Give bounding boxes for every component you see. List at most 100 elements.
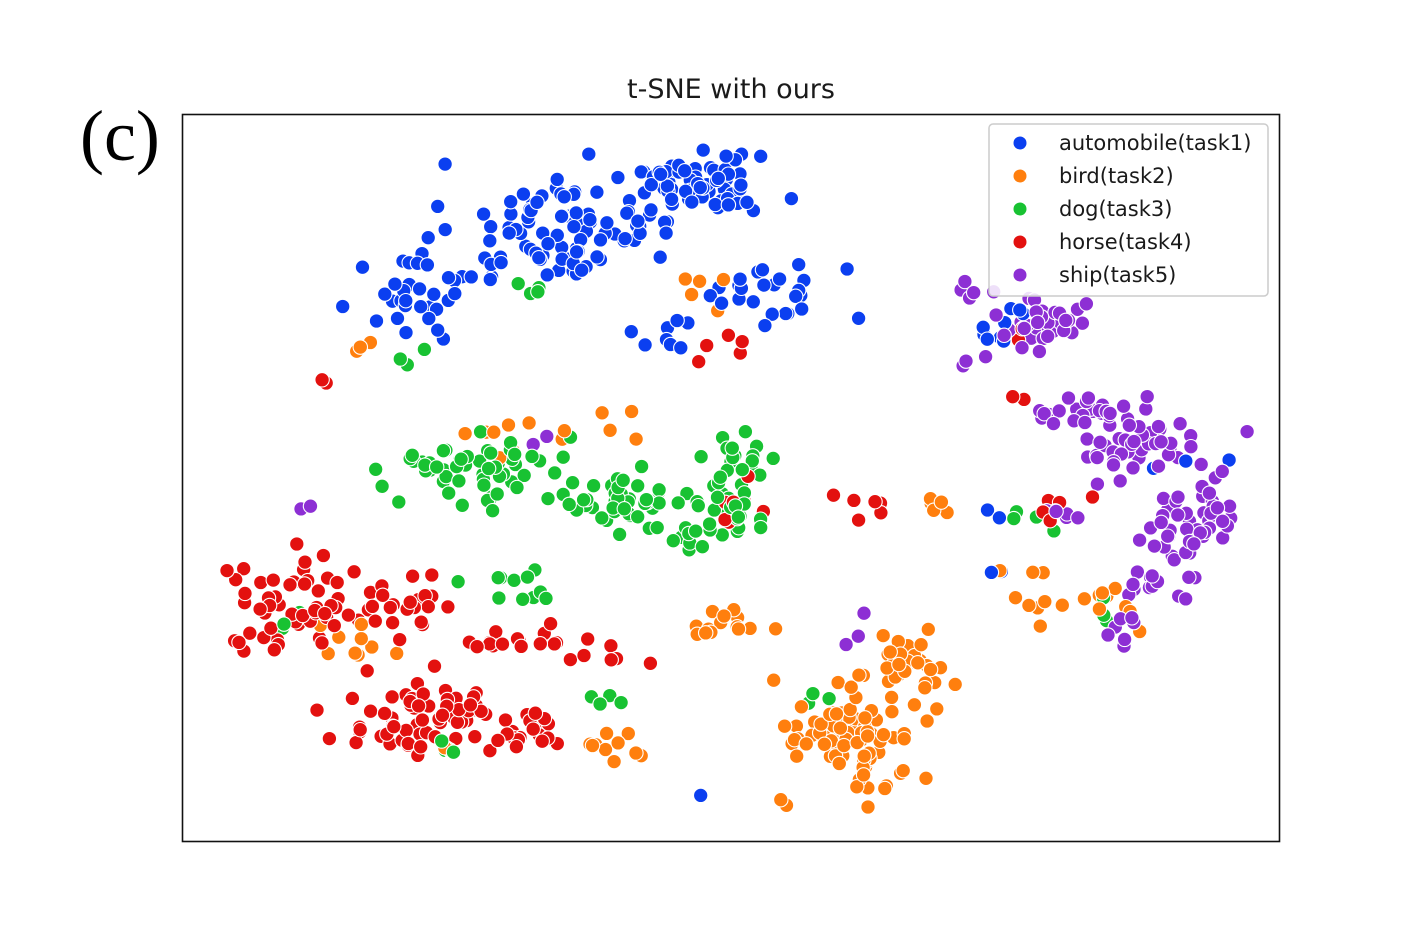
scatter-point-series-5 xyxy=(1186,536,1202,552)
scatter-point-series-5 xyxy=(1131,532,1148,548)
scatter-point-series-1 xyxy=(669,312,685,329)
scatter-point-series-1 xyxy=(531,250,547,266)
scatter-point-series-2 xyxy=(500,417,517,433)
scatter-point-series-4 xyxy=(434,707,451,724)
scatter-point-series-4 xyxy=(527,705,544,721)
scatter-point-series-3 xyxy=(524,448,540,465)
scatter-point-series-5 xyxy=(1070,510,1086,526)
scatter-point-series-5 xyxy=(1153,434,1169,450)
legend-label-4: horse(task4) xyxy=(1059,230,1192,254)
scatter-point-series-5 xyxy=(996,327,1012,344)
scatter-point-series-2 xyxy=(933,494,950,510)
scatter-point-series-3 xyxy=(416,341,433,358)
scatter-point-series-1 xyxy=(421,310,437,327)
scatter-point-series-5 xyxy=(1159,528,1176,544)
scatter-point-series-5 xyxy=(1239,423,1255,440)
scatter-point-series-1 xyxy=(752,148,769,165)
scatter-point-series-2 xyxy=(1094,585,1111,601)
scatter-point-series-2 xyxy=(917,680,933,696)
scatter-point-series-1 xyxy=(783,190,800,207)
scatter-point-series-1 xyxy=(589,184,605,200)
scatter-point-series-1 xyxy=(732,271,748,287)
scatter-point-series-4 xyxy=(263,620,279,636)
scatter-point-series-5 xyxy=(965,284,982,301)
scatter-point-series-1 xyxy=(592,232,609,248)
scatter-point-series-1 xyxy=(619,205,635,221)
scatter-point-series-5 xyxy=(850,628,867,644)
scatter-point-series-4 xyxy=(384,614,401,631)
scatter-point-series-3 xyxy=(585,477,602,494)
scatter-point-series-1 xyxy=(1012,302,1028,318)
scatter-point-series-3 xyxy=(561,496,577,513)
scatter-point-series-4 xyxy=(314,372,330,388)
scatter-point-series-2 xyxy=(716,608,732,624)
scatter-point-series-5 xyxy=(1045,415,1062,432)
legend: automobile(task1) bird(task2) dog(task3) ho… xyxy=(988,123,1269,297)
scatter-point-series-3 xyxy=(592,696,608,712)
scatter-point-series-3 xyxy=(712,469,729,485)
scatter-point-series-5 xyxy=(1125,460,1141,476)
scatter-point-series-4 xyxy=(348,734,364,751)
scatter-point-series-1 xyxy=(692,179,709,196)
scatter-point-series-4 xyxy=(698,337,715,354)
scatter-point-series-1 xyxy=(482,218,499,235)
scatter-point-series-2 xyxy=(556,422,573,439)
scatter-point-series-3 xyxy=(615,472,631,489)
scatter-point-series-4 xyxy=(242,625,258,641)
scatter-point-series-5 xyxy=(1051,403,1067,419)
scatter-point-series-4 xyxy=(846,492,862,509)
scatter-point-series-4 xyxy=(402,594,418,610)
scatter-point-series-2 xyxy=(843,679,859,695)
scatter-point-series-4 xyxy=(690,353,707,370)
scatter-point-series-5 xyxy=(1048,503,1064,520)
scatter-point-series-5 xyxy=(977,348,994,365)
scatter-point-series-2 xyxy=(623,403,640,420)
scatter-point-series-1 xyxy=(652,249,668,265)
scatter-point-series-3 xyxy=(693,448,709,465)
scatter-point-series-3 xyxy=(445,744,462,760)
scatter-point-series-5 xyxy=(1112,473,1128,489)
scatter-point-series-2 xyxy=(859,728,876,744)
scatter-point-series-5 xyxy=(539,428,555,445)
scatter-point-series-5 xyxy=(1079,431,1095,447)
scatter-point-series-1 xyxy=(839,261,855,277)
scatter-point-series-4 xyxy=(297,554,313,570)
scatter-point-series-2 xyxy=(828,706,845,722)
scatter-point-series-2 xyxy=(521,415,537,431)
scatter-point-series-3 xyxy=(564,474,581,491)
scatter-point-series-1 xyxy=(412,298,429,315)
scatter-point-series-3 xyxy=(724,440,741,456)
scatter-point-series-1 xyxy=(368,313,385,329)
scatter-point-series-4 xyxy=(579,631,596,647)
scatter-point-series-4 xyxy=(482,742,498,759)
scatter-point-series-3 xyxy=(629,509,646,525)
scatter-point-series-4 xyxy=(289,536,305,552)
scatter-point-series-2 xyxy=(875,627,891,644)
scatter-point-series-1 xyxy=(493,254,509,271)
scatter-point-series-3 xyxy=(651,482,667,498)
scatter-point-series-4 xyxy=(494,636,511,652)
scatter-point-series-1 xyxy=(637,337,653,353)
scatter-point-series-3 xyxy=(516,467,532,484)
scatter-point-series-2 xyxy=(857,710,873,726)
scatter-point-series-1 xyxy=(790,256,807,273)
scatter-point-series-4 xyxy=(265,572,282,588)
scatter-point-series-3 xyxy=(611,526,628,543)
scatter-point-series-5 xyxy=(1125,576,1141,593)
scatter-point-series-5 xyxy=(1183,438,1199,455)
scatter-point-series-1 xyxy=(482,271,499,288)
scatter-point-series-2 xyxy=(860,799,876,815)
scatter-point-series-4 xyxy=(266,642,283,658)
scatter-point-series-2 xyxy=(628,431,644,447)
scatter-point-series-5 xyxy=(1089,449,1105,466)
scatter-point-series-1 xyxy=(440,269,457,286)
scatter-point-series-2 xyxy=(918,770,934,787)
scatter-point-series-3 xyxy=(435,442,452,459)
scatter-point-series-4 xyxy=(376,705,393,722)
scatter-point-series-4 xyxy=(562,651,579,668)
scatter-point-series-5 xyxy=(1153,514,1169,531)
scatter-point-series-2 xyxy=(1091,601,1108,617)
scatter-point-series-4 xyxy=(424,567,440,583)
scatter-point-series-5 xyxy=(1170,489,1186,505)
